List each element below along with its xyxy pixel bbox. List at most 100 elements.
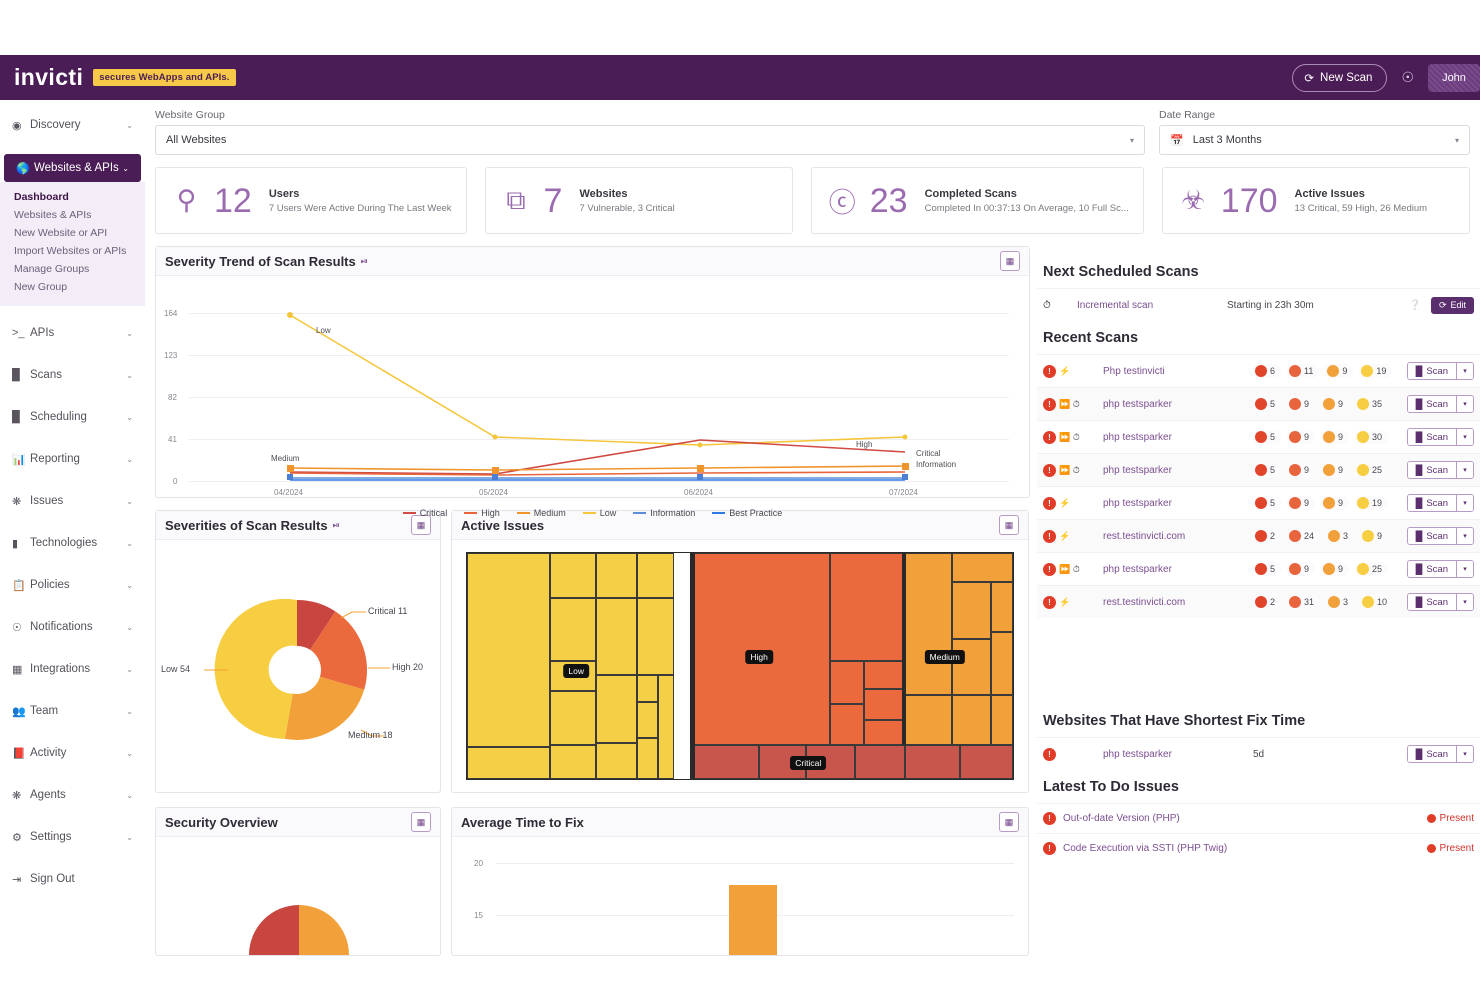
sidebar-item-reporting[interactable]: 📊 Reporting ⌄ — [0, 446, 145, 472]
table-row[interactable]: ! ⏩ ⏱ php testsparker 5 9 9 35 █ Scan ▾ — [1037, 387, 1480, 420]
treemap-tile[interactable] — [759, 745, 806, 779]
stat-card-websites[interactable]: ⧉ 7 Websites 7 Vulnerable, 3 Critical — [484, 167, 793, 234]
chevron-down-icon[interactable]: ▾ — [1456, 594, 1473, 610]
table-row[interactable]: ! Out-of-date Version (PHP) Present — [1037, 803, 1480, 833]
scan-target-name[interactable]: php testsparker — [1103, 431, 1172, 443]
website-name[interactable]: php testsparker — [1103, 748, 1172, 760]
treemap-tile[interactable] — [863, 661, 906, 689]
sidebar-item-technologies[interactable]: ▮ Technologies ⌄ — [0, 530, 145, 556]
stat-card-active-issues[interactable]: ☣ 170 Active Issues 13 Critical, 59 High… — [1161, 167, 1470, 234]
sidebar-item-notifications[interactable]: ☉ Notifications ⌄ — [0, 614, 145, 640]
treemap-tile[interactable] — [693, 745, 760, 779]
scan-button[interactable]: █ Scan ▾ — [1406, 745, 1474, 763]
table-row[interactable]: ! ⏩ ⏱ php testsparker 5 9 9 30 █ Scan ▾ — [1037, 420, 1480, 453]
treemap-tile[interactable] — [951, 582, 992, 639]
legend-item-high[interactable]: High — [464, 508, 500, 518]
legend-item-critical[interactable]: Critical — [402, 508, 447, 518]
sidebar-item-apis[interactable]: >_ APIs ⌄ — [0, 320, 145, 346]
scan-button[interactable]: █ Scan ▾ — [1406, 461, 1474, 479]
table-row[interactable]: ! ⚡ Php testinvicti 6 11 9 19 █ Scan ▾ — [1037, 354, 1480, 387]
treemap-tile[interactable] — [637, 675, 658, 703]
scan-target-name[interactable]: php testsparker — [1103, 464, 1172, 476]
scan-button[interactable]: █ Scan ▾ — [1406, 428, 1474, 446]
help-icon[interactable]: ❔ — [1408, 299, 1421, 311]
treemap-tile[interactable] — [830, 704, 864, 746]
scan-button[interactable]: █ Scan ▾ — [1406, 560, 1474, 578]
legend-item-best-practice[interactable]: Best Practice — [712, 508, 782, 518]
sidebar-item-policies[interactable]: 📋 Policies ⌄ — [0, 572, 145, 598]
sidebar-item-discovery[interactable]: ◉ Discovery ⌄ — [0, 112, 145, 138]
submenu-item-new-group[interactable]: New Group — [14, 281, 68, 293]
table-row[interactable]: ! ⚡ rest.testinvicti.com 2 31 3 10 █ Scan… — [1037, 585, 1480, 618]
treemap-tile[interactable] — [905, 553, 952, 696]
treemap-tile[interactable] — [830, 661, 864, 705]
table-row[interactable]: ! php testsparker 5d █ Scan ▾ — [1037, 737, 1480, 770]
scan-button[interactable]: █ Scan ▾ — [1406, 362, 1474, 380]
legend-item-information[interactable]: Information — [633, 508, 695, 518]
grid-icon[interactable]: ▦ — [411, 515, 431, 535]
chevron-down-icon[interactable]: ▾ — [1456, 429, 1473, 445]
chevron-down-icon[interactable]: ▾ — [1456, 746, 1473, 762]
treemap-tile[interactable] — [863, 688, 906, 721]
treemap-tile[interactable] — [596, 598, 638, 676]
scan-button[interactable]: █ Scan ▾ — [1406, 593, 1474, 611]
external-link-icon[interactable]: ⏯ — [332, 519, 340, 530]
sidebar-item-agents[interactable]: ❋ Agents ⌄ — [0, 782, 145, 808]
treemap-tile[interactable] — [596, 675, 638, 743]
scan-target-name[interactable]: php testsparker — [1103, 563, 1172, 575]
submenu-item-import-websites-or-apis[interactable]: Import Websites or APIs — [14, 245, 127, 257]
submenu-item-websites-apis[interactable]: Websites & APIs — [14, 209, 92, 221]
table-row[interactable]: ! Code Execution via SSTI (PHP Twig) Pre… — [1037, 833, 1480, 863]
scheduled-scan-name[interactable]: Incremental scan — [1077, 299, 1154, 311]
treemap-tile[interactable] — [693, 553, 831, 746]
scan-target-name[interactable]: php testsparker — [1103, 497, 1172, 509]
sidebar-item-scheduling[interactable]: █ Scheduling ⌄ — [0, 404, 145, 430]
treemap-tile[interactable] — [951, 553, 1013, 583]
table-row[interactable]: ! ⚡ php testsparker 5 9 9 19 █ Scan ▾ — [1037, 486, 1480, 519]
treemap-tile[interactable] — [951, 638, 992, 696]
scan-button[interactable]: █ Scan ▾ — [1406, 527, 1474, 545]
sidebar-item-sign-out[interactable]: ⇥ Sign Out — [0, 866, 145, 892]
chevron-down-icon[interactable]: ▾ — [1456, 528, 1473, 544]
table-row[interactable]: ! ⚡ rest.testinvicti.com 2 24 3 9 █ Scan … — [1037, 519, 1480, 552]
submenu-item-new-website-or-api[interactable]: New Website or API — [14, 227, 108, 239]
sidebar-item-scans[interactable]: █ Scans ⌄ — [0, 362, 145, 388]
sidebar-item-activity[interactable]: 📕 Activity ⌄ — [0, 740, 145, 766]
chevron-down-icon[interactable]: ▾ — [1456, 495, 1473, 511]
scan-button[interactable]: █ Scan ▾ — [1406, 494, 1474, 512]
stat-card-users[interactable]: ⚲ 12 Users 7 Users Were Active During Th… — [155, 167, 467, 234]
edit-schedule-button[interactable]: ⟳ Edit — [1430, 296, 1474, 314]
treemap-tile[interactable] — [863, 720, 906, 746]
sidebar-item-settings[interactable]: ⚙ Settings ⌄ — [0, 824, 145, 850]
treemap-tile[interactable] — [960, 745, 1013, 779]
scan-target-name[interactable]: rest.testinvicti.com — [1103, 530, 1186, 542]
scan-target-name[interactable]: php testsparker — [1103, 398, 1172, 410]
sidebar-item-team[interactable]: 👥 Team ⌄ — [0, 698, 145, 724]
sidebar-item-websites-apis[interactable]: 🌎 Websites & APIs ⌄ — [4, 154, 141, 182]
treemap-tile[interactable] — [637, 553, 675, 599]
treemap-tile[interactable] — [991, 695, 1013, 746]
sidebar-item-issues[interactable]: ❋ Issues ⌄ — [0, 488, 145, 514]
chevron-down-icon[interactable]: ▾ — [1456, 462, 1473, 478]
submenu-item-dashboard[interactable]: Dashboard — [14, 191, 69, 203]
treemap-tile[interactable] — [905, 695, 952, 746]
treemap-tile[interactable] — [637, 738, 658, 779]
treemap-tile[interactable] — [467, 747, 550, 779]
new-scan-button[interactable]: ⟳ New Scan — [1292, 63, 1388, 92]
treemap-tile[interactable] — [549, 745, 597, 779]
legend-item-low[interactable]: Low — [582, 508, 616, 518]
treemap-tile[interactable] — [830, 553, 906, 662]
legend-item-medium[interactable]: Medium — [516, 508, 566, 518]
stat-card-completed-scans[interactable]: ⓒ 23 Completed Scans Completed In 00:37:… — [810, 167, 1144, 234]
submenu-item-manage-groups[interactable]: Manage Groups — [14, 263, 90, 275]
chevron-down-icon[interactable]: ▾ — [1456, 561, 1473, 577]
scan-target-name[interactable]: Php testinvicti — [1103, 365, 1165, 377]
grid-icon[interactable]: ▦ — [411, 812, 431, 832]
table-row[interactable]: ! ⏩ ⏱ php testsparker 5 9 9 25 █ Scan ▾ — [1037, 453, 1480, 486]
treemap-tile[interactable] — [951, 695, 992, 746]
chevron-down-icon[interactable]: ▾ — [1456, 363, 1473, 379]
treemap-tile[interactable] — [549, 553, 597, 599]
treemap-tile[interactable] — [637, 702, 658, 739]
grid-icon[interactable]: ▦ — [999, 515, 1019, 535]
treemap-tile[interactable] — [657, 675, 675, 779]
